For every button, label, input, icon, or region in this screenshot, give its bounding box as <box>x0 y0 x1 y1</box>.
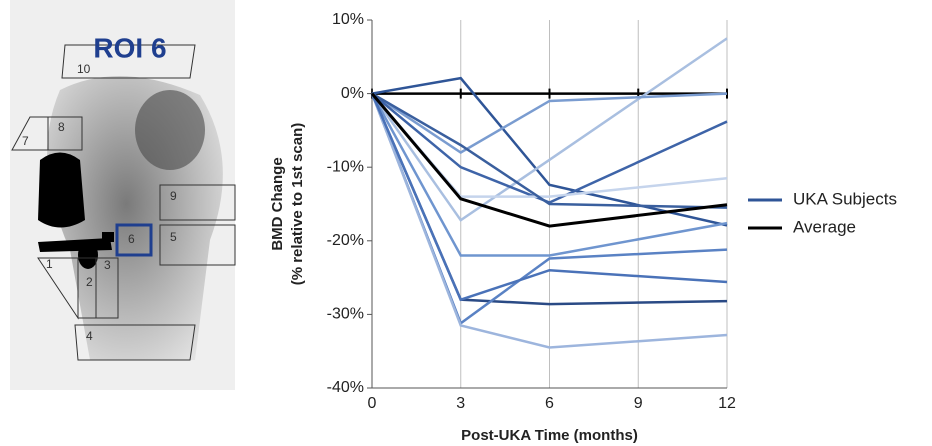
region-label: 10 <box>77 62 91 76</box>
figure: ROI 6 1234567891003691210%0%-10%-20%-30%… <box>0 0 932 446</box>
y-tick-label: -20% <box>327 232 364 249</box>
x-tick-label: 9 <box>634 395 643 412</box>
x-axis-title: Post-UKA Time (months) <box>461 427 638 444</box>
y-tick-label: -40% <box>327 379 364 396</box>
region-label: 9 <box>170 189 177 203</box>
x-tick-label: 12 <box>718 395 736 412</box>
y-tick-label: 10% <box>332 11 364 28</box>
y-tick-label: 0% <box>341 85 364 102</box>
legend-label: UKA Subjects <box>793 189 897 208</box>
region-label: 5 <box>170 230 177 244</box>
x-tick-label: 6 <box>545 395 554 412</box>
legend-label: Average <box>793 217 856 236</box>
region-label: 8 <box>58 120 65 134</box>
y-tick-label: -30% <box>327 306 364 323</box>
region-label: 6 <box>128 232 135 246</box>
y-tick-label: -10% <box>327 158 364 175</box>
region-label: 4 <box>86 329 93 343</box>
region-label: 3 <box>104 258 111 272</box>
xray-image: ROI 6 <box>10 0 235 390</box>
region-label: 2 <box>86 275 93 289</box>
y-axis-title: (% relative to 1st scan) <box>289 123 306 286</box>
region-label: 7 <box>22 134 29 148</box>
y-axis-title: BMD Change <box>269 157 286 250</box>
x-tick-label: 3 <box>456 395 465 412</box>
region-label: 1 <box>46 257 53 271</box>
x-tick-label: 0 <box>368 395 377 412</box>
image-title: ROI 6 <box>93 32 166 63</box>
